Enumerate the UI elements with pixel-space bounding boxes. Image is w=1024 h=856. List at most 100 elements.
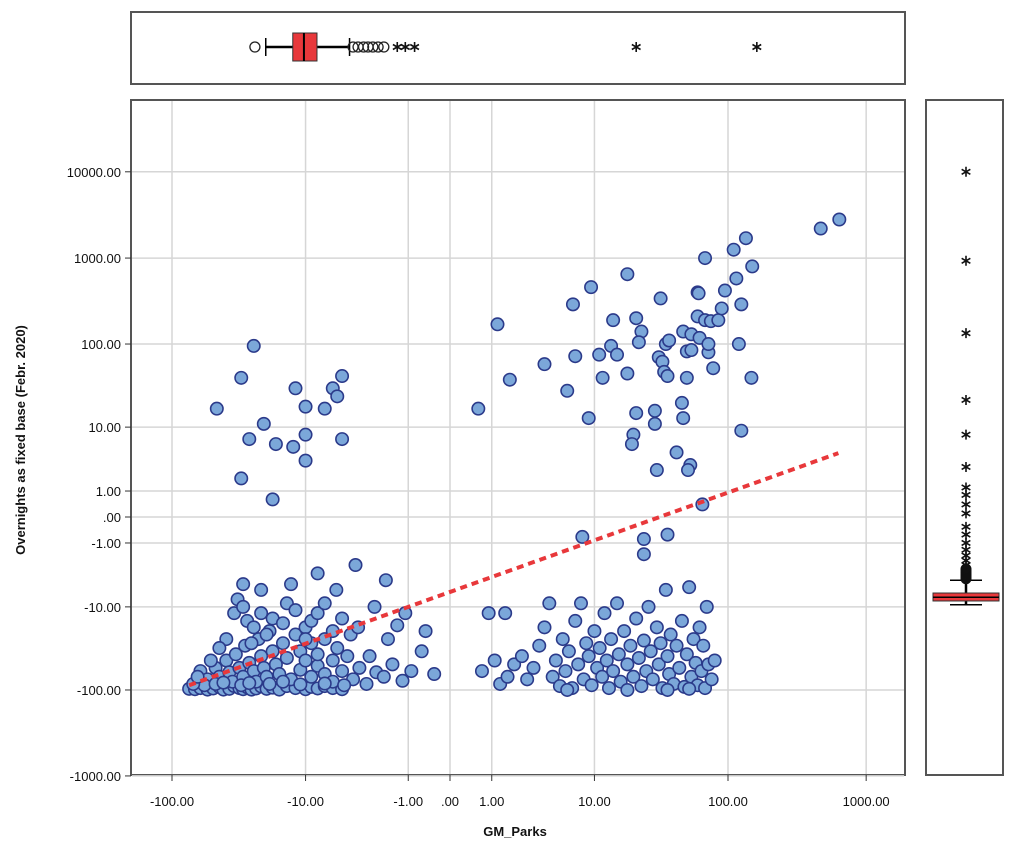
data-point: [584, 280, 599, 295]
data-point: [284, 577, 299, 592]
data-point: [498, 606, 513, 621]
data-point: [691, 286, 706, 301]
data-point: [595, 669, 610, 684]
data-point: [726, 242, 741, 257]
data-point: [378, 573, 393, 588]
data-point: [647, 403, 662, 418]
y-tick-label: -1000.00: [70, 769, 121, 784]
data-point: [581, 411, 596, 426]
data-point: [335, 432, 350, 447]
data-point: [610, 347, 625, 362]
outlier-star: [961, 499, 971, 510]
data-point: [335, 664, 350, 679]
top-boxplot-panel: [130, 11, 906, 85]
data-point: [620, 267, 635, 282]
data-point: [275, 636, 290, 651]
data-point: [481, 606, 496, 621]
data-point: [651, 657, 666, 672]
data-point: [744, 370, 759, 385]
data-point: [623, 638, 638, 653]
data-point: [653, 291, 668, 306]
data-point: [246, 620, 261, 635]
outlier-star: [961, 394, 971, 405]
data-point: [674, 613, 689, 628]
data-point: [731, 337, 746, 352]
data-point: [490, 317, 505, 332]
data-point: [672, 660, 687, 675]
data-point: [604, 632, 619, 647]
outlier-star: [631, 42, 641, 52]
data-point: [738, 231, 753, 246]
data-point: [645, 672, 660, 687]
data-point: [653, 636, 668, 651]
data-point: [624, 437, 639, 452]
outlier-star: [961, 529, 971, 540]
data-point: [649, 463, 664, 478]
data-point: [542, 596, 557, 611]
data-point: [548, 653, 563, 668]
data-point: [629, 406, 644, 421]
x-tick-label: .00: [441, 794, 459, 809]
fit-line: [188, 451, 840, 688]
data-point: [631, 650, 646, 665]
data-point: [262, 676, 277, 691]
data-point: [500, 669, 515, 684]
data-point: [636, 547, 651, 562]
data-point: [663, 627, 678, 642]
data-point: [414, 644, 429, 659]
data-point: [717, 283, 732, 298]
data-point: [714, 301, 729, 316]
y-tick-label: 100.00: [81, 337, 121, 352]
data-point: [565, 297, 580, 312]
data-point: [242, 676, 257, 691]
data-point: [265, 492, 280, 507]
data-point: [537, 620, 552, 635]
outlier-star: [961, 328, 971, 339]
outlier-star: [961, 166, 971, 177]
data-point: [256, 416, 271, 431]
data-point: [268, 437, 283, 452]
data-point: [471, 401, 486, 416]
data-point: [676, 411, 691, 426]
outlier-circle: [357, 41, 370, 53]
data-point: [236, 577, 251, 592]
data-point: [592, 641, 607, 656]
x-axis-ticks: -100.00 -10.00 -1.00 .00 1.00 10.00 100.00 1000…: [150, 775, 890, 809]
x-tick-label: -1.00: [393, 794, 423, 809]
data-point: [679, 647, 694, 662]
data-point: [537, 357, 552, 372]
data-point: [599, 653, 614, 668]
data-point: [310, 606, 325, 621]
data-point: [359, 676, 374, 691]
data-point: [298, 653, 313, 668]
data-point: [216, 675, 231, 690]
y-tick-label: 1.00: [96, 484, 121, 499]
x-tick-label: 1000.00: [843, 794, 890, 809]
data-point: [560, 682, 575, 697]
data-point: [679, 370, 694, 385]
data-point: [317, 676, 332, 691]
data-point: [526, 660, 541, 675]
outlier-star: [961, 255, 971, 266]
outlier-star: [752, 42, 762, 52]
data-point: [298, 453, 313, 468]
outlier-circle: [378, 41, 390, 53]
data-point: [641, 599, 656, 614]
outlier-star: [961, 489, 971, 500]
data-point: [606, 664, 621, 679]
data-point: [330, 389, 345, 404]
data-point: [682, 681, 697, 696]
y-tick-label: -10.00: [84, 600, 121, 615]
y-axis-ticks: 10000.00 1000.00 100.00 10.00 1.00 .00 -1.00 -1…: [67, 165, 131, 784]
data-point: [555, 632, 570, 647]
data-point: [706, 361, 721, 376]
data-point: [581, 649, 596, 664]
outlier-circle: [372, 41, 384, 53]
data-point: [558, 664, 573, 679]
data-point: [298, 427, 313, 442]
data-point: [246, 338, 261, 353]
data-point: [244, 636, 259, 651]
data-point: [660, 649, 675, 664]
x-boxplot: [249, 32, 762, 62]
data-point: [376, 669, 391, 684]
